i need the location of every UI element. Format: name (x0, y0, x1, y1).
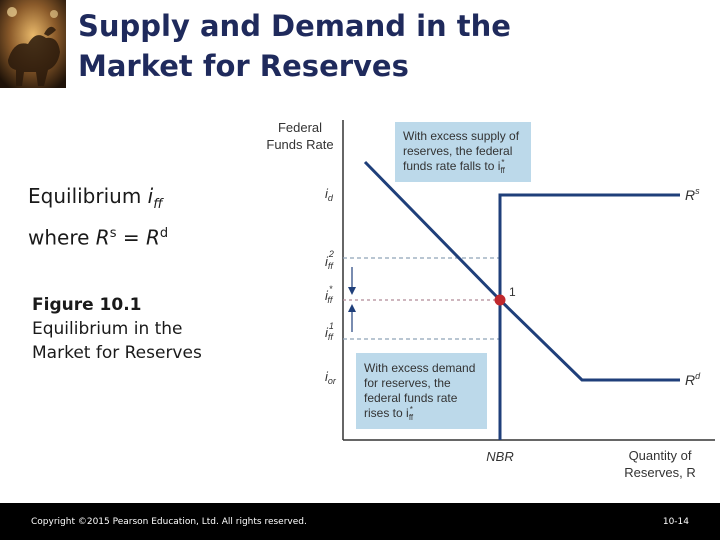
y-tick-iff1: i1 ff (325, 321, 334, 342)
figure-title-line2: Market for Reserves (32, 343, 202, 363)
x-axis-label-line2: Reserves, R (624, 465, 696, 480)
x-axis-label-line1: Quantity of (629, 448, 692, 463)
equilibrium-condition: Equilibrium iff where Rs = Rd (28, 182, 168, 253)
y-tick-ior: ior (325, 369, 337, 386)
excess-supply-line1: With excess supply of (403, 129, 520, 143)
excess-demand-box (356, 353, 487, 429)
equilibrium-label: Equilibrium (28, 184, 142, 208)
demand-curve-label: Rd (685, 371, 701, 388)
figure-title-line1: Equilibrium in the (32, 319, 183, 339)
rd-sup: d (159, 226, 169, 241)
excess-demand-line3: federal funds rate (364, 391, 458, 405)
y-tick-id: id (325, 186, 334, 203)
y-tick-iff2: i2 ff (325, 249, 334, 271)
slide-title-line2: Market for Reserves (78, 49, 409, 83)
y-axis-label-line2: Funds Rate (266, 137, 333, 152)
excess-demand-line1: With excess demand (364, 361, 475, 375)
rd-var: R (145, 225, 160, 250)
equilibrium-point-label: 1 (509, 285, 516, 299)
slide-title: Supply and Demand in the Market for Rese… (78, 6, 511, 86)
nbr-label: NBR (486, 449, 513, 464)
equilibrium-var-sub: ff (153, 197, 163, 212)
equals-sign: = (122, 225, 140, 250)
page-number: 10-14 (662, 517, 689, 527)
where-label: where (28, 225, 90, 250)
copyright-text: Copyright ©2015 Pearson Education, Ltd. … (31, 517, 307, 527)
corner-photo (0, 0, 66, 88)
where-line: where Rs = Rd (28, 219, 168, 253)
reserves-market-diagram: Federal Funds Rate Quantity of Reserves,… (266, 120, 715, 480)
figure-caption: Figure 10.1 Equilibrium in the Market fo… (32, 293, 202, 365)
arrow-down-head (348, 287, 356, 295)
excess-supply-line3: funds rate falls to i* ff (403, 158, 506, 175)
supply-curve (498, 193, 680, 440)
figure-number: Figure 10.1 (32, 295, 142, 315)
demand-curve (363, 160, 680, 382)
excess-demand-line4: rises to i* ff (364, 405, 414, 422)
y-axis-label-line1: Federal (278, 120, 322, 135)
rs-var: R (95, 225, 110, 250)
footer-bar: Copyright ©2015 Pearson Education, Ltd. … (0, 503, 720, 540)
excess-supply-line2: reserves, the federal (403, 144, 512, 158)
rs-sup: s (109, 226, 117, 241)
excess-supply-box (395, 122, 531, 182)
excess-demand-line2: for reserves, the (364, 376, 451, 390)
equilibrium-var: i (147, 184, 154, 208)
slide-title-line1: Supply and Demand in the (78, 9, 511, 43)
y-tick-iffstar: i* ff (325, 284, 334, 305)
equilibrium-line: Equilibrium iff (28, 182, 168, 219)
equilibrium-point (494, 294, 506, 306)
arrow-up-head (348, 304, 356, 312)
supply-curve-label: Rs (685, 186, 700, 203)
